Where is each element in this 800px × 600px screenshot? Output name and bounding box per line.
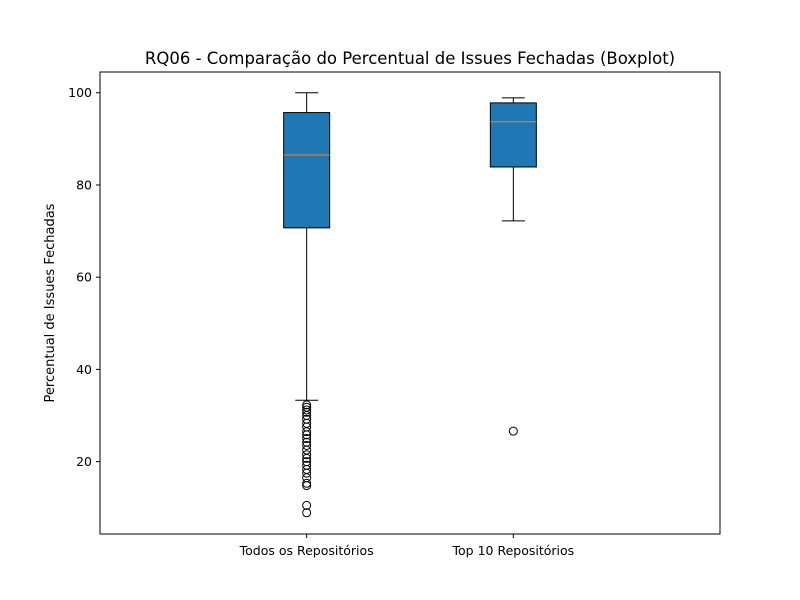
y-tick-label: 80	[76, 177, 92, 192]
y-tick-label: 20	[76, 454, 92, 469]
outlier-point	[302, 434, 312, 444]
outlier-point	[302, 400, 312, 410]
y-tick-label: 100	[68, 85, 92, 100]
outlier-point	[302, 478, 312, 488]
outlier-point	[302, 445, 312, 455]
box-iqr	[283, 112, 331, 229]
box-iqr	[489, 102, 537, 168]
outlier-point	[302, 468, 312, 478]
y-axis-label: Percentual de Issues Fechadas	[43, 203, 58, 402]
box-group	[489, 97, 537, 436]
outlier-point	[302, 405, 312, 415]
outlier-point	[302, 430, 312, 440]
y-tick-label: 40	[76, 362, 92, 377]
outlier-point	[302, 427, 312, 437]
plot-frame	[99, 71, 721, 535]
x-tick-label: Todos os Repositórios	[239, 543, 374, 558]
plot-area: 20 40 60 80 100 Todos os Repositórios Top 10 R…	[68, 85, 574, 558]
outlier-point	[302, 500, 312, 510]
outlier-point	[302, 453, 312, 463]
box-group	[283, 92, 331, 518]
outlier-point	[508, 426, 518, 436]
outlier-point	[302, 440, 312, 450]
chart-title: RQ06 - Comparação do Percentual de Issue…	[145, 49, 675, 68]
y-tick-label: 60	[76, 270, 92, 285]
outlier-point	[302, 450, 312, 460]
outlier-point	[302, 407, 312, 417]
outlier-point	[302, 508, 312, 518]
x-tick-label: Top 10 Repositórios	[452, 543, 575, 558]
outlier-point	[302, 481, 312, 491]
